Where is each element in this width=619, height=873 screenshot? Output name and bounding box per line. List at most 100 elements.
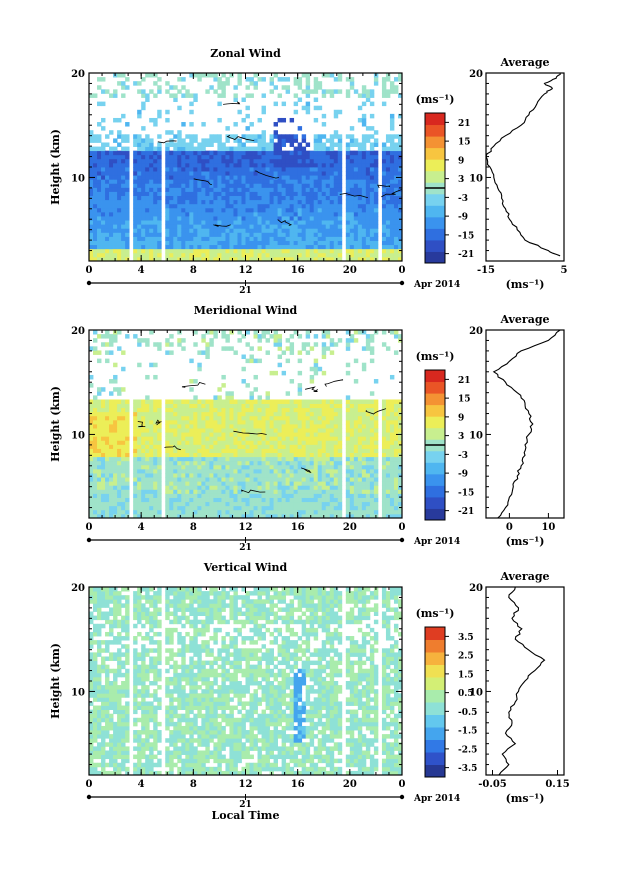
- heatmap-cell: [265, 167, 270, 172]
- heatmap-cell: [369, 158, 375, 164]
- heatmap-cell: [165, 216, 170, 221]
- heatmap-cell: [133, 158, 138, 164]
- heatmap-cell: [249, 187, 254, 192]
- heatmap-cell: [117, 179, 122, 184]
- colorbar-tick-label: 15: [458, 138, 471, 148]
- heatmap-cell: [213, 428, 218, 433]
- heatmap-cell: [261, 158, 266, 164]
- heatmap-cell: [225, 424, 230, 429]
- heatmap-cell: [269, 179, 274, 184]
- heatmap-cell: [101, 448, 106, 454]
- heatmap-cell: [237, 73, 242, 78]
- heatmap-cell: [149, 138, 154, 143]
- heatmap-cell: [165, 109, 170, 115]
- heatmap-cell: [365, 456, 371, 462]
- heatmap-cell: [253, 464, 258, 470]
- heatmap-cell: [185, 203, 190, 209]
- heatmap-cell: [289, 240, 295, 246]
- heatmap-cell: [297, 460, 303, 466]
- heatmap-cell: [237, 216, 242, 221]
- heatmap-cell: [97, 175, 102, 180]
- heatmap-cell: [229, 167, 234, 172]
- heatmap-cell: [193, 134, 198, 139]
- heatmap-cell: [293, 444, 299, 449]
- heatmap-cell: [329, 460, 335, 466]
- heatmap-cell: [185, 452, 190, 458]
- heatmap-cell: [309, 150, 315, 156]
- heatmap-cell: [357, 175, 363, 180]
- heatmap-cell: [105, 509, 110, 515]
- heatmap-cell: [277, 77, 283, 82]
- heatmap-cell: [309, 440, 315, 445]
- heatmap-cell: [353, 424, 359, 429]
- heatmap-cell: [345, 330, 351, 335]
- heatmap-cell: [93, 150, 98, 156]
- heatmap-cell: [173, 477, 178, 482]
- heatmap-cell: [345, 428, 351, 433]
- heatmap-cell: [169, 207, 174, 213]
- heatmap-cell: [357, 419, 363, 425]
- heatmap-cell: [221, 452, 226, 458]
- heatmap-cell: [297, 126, 303, 131]
- heatmap-cell: [361, 477, 367, 482]
- heatmap-cell: [125, 154, 130, 160]
- heatmap-cell: [365, 167, 371, 172]
- heatmap-cell: [313, 334, 319, 339]
- heatmap-cell: [261, 497, 266, 503]
- heatmap-cell: [241, 428, 246, 433]
- heatmap-cell: [293, 134, 299, 139]
- heatmap-cell: [169, 411, 174, 417]
- heatmap-cell: [289, 432, 295, 437]
- heatmap-cell: [221, 179, 226, 184]
- heatmap-cell: [133, 419, 138, 425]
- heatmap-cell: [317, 175, 323, 180]
- heatmap-cell: [237, 252, 242, 258]
- heatmap-cell: [373, 171, 379, 176]
- heatmap-cell: [145, 171, 150, 176]
- heatmap-cell: [297, 497, 303, 503]
- heatmap-cell: [337, 109, 343, 115]
- heatmap-cell: [361, 207, 367, 213]
- heatmap-cell: [249, 399, 254, 404]
- heatmap-cell: [185, 183, 190, 188]
- heatmap-cell: [349, 228, 355, 233]
- heatmap-cell: [177, 473, 182, 478]
- heatmap-cell: [329, 244, 335, 250]
- heatmap-cell: [285, 391, 291, 396]
- heatmap-cell: [353, 240, 359, 246]
- heatmap-cell: [97, 134, 102, 139]
- heatmap-cell: [145, 228, 150, 233]
- heatmap-cell: [221, 481, 226, 486]
- heatmap-cell: [349, 167, 355, 172]
- heatmap-cell: [197, 456, 202, 462]
- heatmap-cell: [181, 236, 186, 241]
- heatmap-cell: [329, 162, 335, 168]
- heatmap-cell: [325, 138, 331, 143]
- heatmap-cell: [353, 89, 359, 94]
- heatmap-cell: [169, 342, 174, 347]
- heatmap-cell: [165, 489, 170, 494]
- heatmap-cell: [201, 415, 206, 421]
- heatmap-cell: [125, 407, 130, 413]
- heatmap-cell: [257, 468, 262, 474]
- heatmap-cell: [317, 419, 323, 425]
- heatmap-cell: [253, 387, 258, 392]
- heatmap-cell: [381, 509, 387, 515]
- heatmap-cell: [393, 146, 399, 152]
- heatmap-cell: [353, 171, 359, 176]
- heatmap-cell: [365, 183, 371, 188]
- heatmap-cell: [93, 179, 98, 184]
- heatmap-cell: [221, 73, 226, 78]
- heatmap-cell: [109, 489, 114, 494]
- heatmap-cell: [293, 77, 299, 82]
- heatmap-cell: [313, 240, 319, 246]
- heatmap-cell: [349, 432, 355, 437]
- heatmap-cell: [193, 395, 198, 400]
- heatmap-cell: [145, 444, 150, 449]
- heatmap-cell: [293, 252, 299, 258]
- heatmap-cell: [173, 256, 178, 262]
- heatmap-cell: [101, 207, 106, 213]
- heatmap-cell: [389, 126, 395, 131]
- heatmap-cell: [389, 154, 395, 160]
- heatmap-cell: [141, 199, 146, 205]
